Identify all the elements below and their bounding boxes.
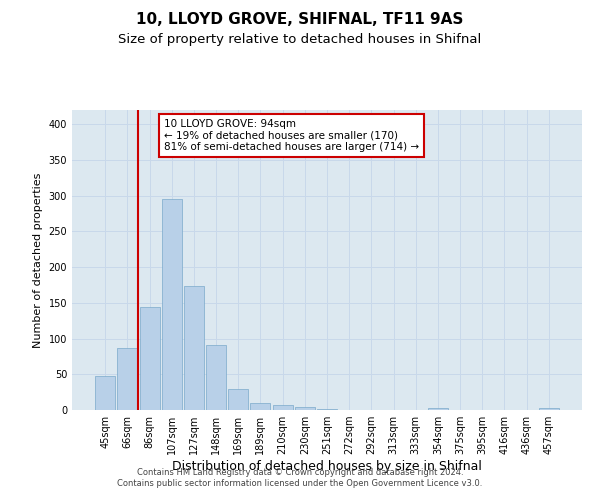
X-axis label: Distribution of detached houses by size in Shifnal: Distribution of detached houses by size … [172,460,482,473]
Bar [228,388,248,410]
Text: 10, LLOYD GROVE, SHIFNAL, TF11 9AS: 10, LLOYD GROVE, SHIFNAL, TF11 9AS [136,12,464,28]
Bar [184,286,204,410]
Text: 10 LLOYD GROVE: 94sqm
← 19% of detached houses are smaller (170)
81% of semi-det: 10 LLOYD GROVE: 94sqm ← 19% of detached … [164,119,419,152]
Bar [162,198,182,410]
Bar [118,348,137,410]
Bar [272,405,293,410]
Bar [140,307,160,410]
Bar [250,403,271,410]
Bar [539,408,559,410]
Text: Contains HM Land Registry data © Crown copyright and database right 2024.
Contai: Contains HM Land Registry data © Crown c… [118,468,482,487]
Bar [428,408,448,410]
Y-axis label: Number of detached properties: Number of detached properties [33,172,43,348]
Text: Size of property relative to detached houses in Shifnal: Size of property relative to detached ho… [118,32,482,46]
Bar [95,376,115,410]
Bar [295,407,315,410]
Bar [206,345,226,410]
